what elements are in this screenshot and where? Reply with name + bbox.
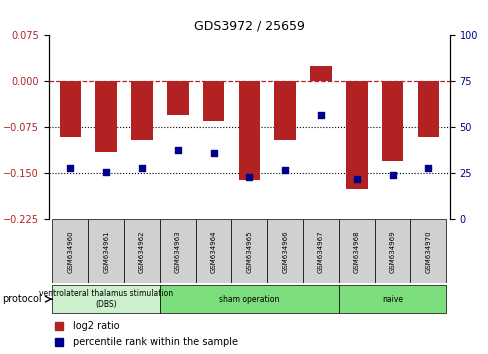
Text: log2 ratio: log2 ratio — [73, 321, 120, 331]
Point — [388, 172, 396, 178]
Bar — [52, 219, 88, 283]
Point — [174, 147, 182, 152]
Bar — [267, 219, 303, 283]
Text: GSM634968: GSM634968 — [353, 230, 359, 273]
Bar — [203, 81, 224, 121]
Point — [424, 165, 431, 171]
Point — [352, 176, 360, 182]
Bar — [381, 81, 403, 161]
Title: GDS3972 / 25659: GDS3972 / 25659 — [194, 20, 304, 33]
Bar — [124, 219, 160, 283]
Bar — [60, 81, 81, 137]
Bar — [238, 81, 260, 179]
Text: GSM634967: GSM634967 — [317, 230, 324, 273]
Bar — [88, 219, 124, 283]
Bar — [52, 285, 160, 314]
Text: GSM634961: GSM634961 — [103, 230, 109, 273]
Bar — [346, 81, 367, 189]
Text: GSM634963: GSM634963 — [174, 230, 181, 273]
Bar — [95, 81, 117, 152]
Point — [102, 169, 110, 175]
Text: naive: naive — [381, 295, 402, 304]
Bar — [274, 81, 295, 140]
Text: GSM634969: GSM634969 — [389, 230, 395, 273]
Bar — [338, 219, 374, 283]
Text: GSM634964: GSM634964 — [210, 230, 216, 273]
Text: GSM634965: GSM634965 — [246, 230, 252, 273]
Text: GSM634966: GSM634966 — [282, 230, 287, 273]
Bar — [160, 219, 195, 283]
Text: GSM634962: GSM634962 — [139, 230, 144, 273]
Bar — [374, 219, 409, 283]
Point — [245, 174, 253, 180]
Bar — [231, 219, 267, 283]
Text: sham operation: sham operation — [219, 295, 279, 304]
Bar — [195, 219, 231, 283]
Bar — [131, 81, 152, 140]
Bar — [167, 81, 188, 115]
Point — [66, 165, 74, 171]
Bar — [417, 81, 438, 137]
Bar — [309, 66, 331, 81]
Point — [138, 165, 145, 171]
Bar — [160, 285, 338, 314]
Bar — [338, 285, 446, 314]
Point — [316, 112, 324, 118]
Point — [209, 150, 217, 156]
Text: GSM634970: GSM634970 — [425, 230, 430, 273]
Text: percentile rank within the sample: percentile rank within the sample — [73, 337, 238, 347]
Point — [281, 167, 288, 173]
Text: protocol: protocol — [2, 294, 42, 304]
Bar — [409, 219, 446, 283]
Text: GSM634960: GSM634960 — [67, 230, 73, 273]
Bar — [303, 219, 338, 283]
Text: ventrolateral thalamus stimulation
(DBS): ventrolateral thalamus stimulation (DBS) — [39, 290, 173, 309]
